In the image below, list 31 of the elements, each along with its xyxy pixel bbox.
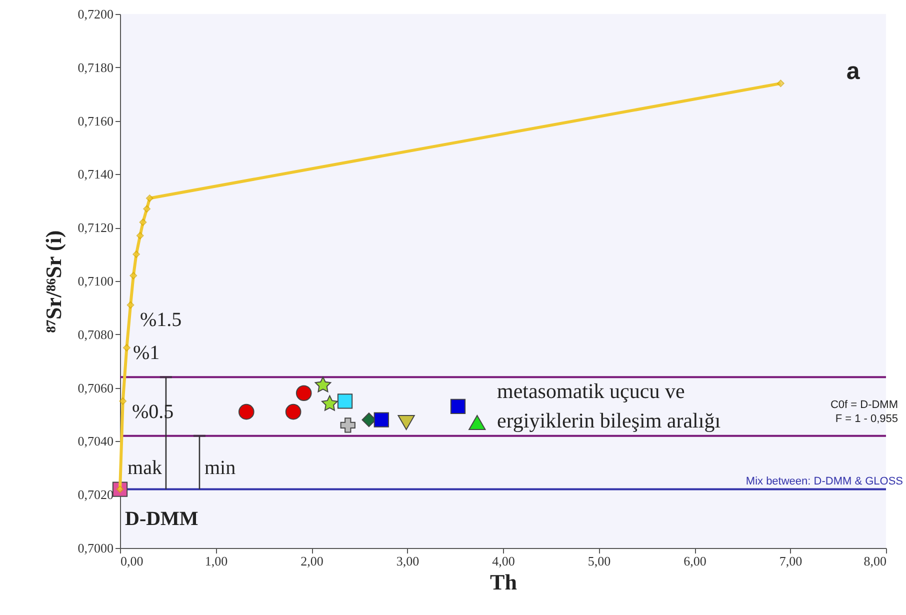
annotation: C0f = D-DMM F = 1 - 0,955 — [830, 399, 898, 425]
x-tick-label: 4,00 — [492, 554, 515, 568]
x-tick-label: 8,00 — [864, 554, 886, 568]
y-tick-label: 0,7020 — [78, 487, 114, 502]
y-tick-label: 0,7180 — [78, 60, 114, 75]
y-tick-label: 0,7060 — [78, 380, 114, 396]
x-tick-label: 0,00 — [120, 554, 144, 568]
y-tick-label: 0,7000 — [78, 540, 114, 556]
y-axis-title: ⁸⁷Sr/⁸⁶Sr (i) — [40, 230, 66, 333]
annotation: metasomatik uçucu ve ergiyiklerin bileşim aralığı — [497, 379, 721, 432]
x-tick-label: 2,00 — [300, 554, 324, 568]
y-tick-label: 0,7040 — [78, 434, 114, 449]
annotation: %1 — [133, 342, 160, 364]
x-tick-label: 7,00 — [779, 554, 802, 568]
annotation: a — [846, 58, 860, 85]
x-tick-label: 5,00 — [588, 554, 611, 568]
annotation: mak — [128, 457, 162, 479]
x-axis-title: Th — [490, 570, 517, 594]
x-tick-label: 3,00 — [396, 554, 420, 568]
y-tick-label: 0,7160 — [78, 113, 114, 128]
annotation: min — [204, 457, 236, 479]
annotation: %1.5 — [140, 309, 182, 331]
annotation: D-DMM — [125, 508, 198, 530]
y-tick-label: 0,7080 — [78, 326, 114, 342]
y-tick-label: 0,7140 — [78, 166, 114, 182]
y-tick-label: 0,7200 — [78, 6, 114, 22]
x-tick-label: 6,00 — [684, 554, 706, 568]
y-tick-label: 0,7120 — [78, 220, 114, 236]
ref-line-label: Mix between: D-DMM & GLOSS — [746, 475, 903, 488]
y-tick-label: 0,7100 — [78, 274, 114, 288]
x-tick-label: 1,00 — [204, 554, 228, 568]
